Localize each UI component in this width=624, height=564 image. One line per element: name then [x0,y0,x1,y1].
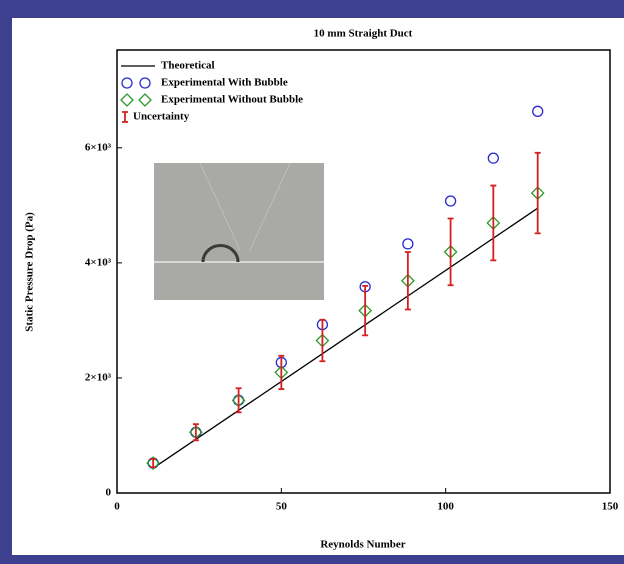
error-bar [235,387,242,414]
y-axis-label: Static Pressure Drop (Pa) [24,212,36,332]
legend-swatch [122,111,128,123]
x-tick-label: 150 [602,501,619,513]
error-bar [534,151,541,235]
inset-photo [154,162,324,300]
legend-swatch [138,93,152,107]
legend-swatch [121,77,133,89]
plot-frame [116,49,611,494]
data-point [487,152,499,164]
x-tick-label: 0 [114,501,120,513]
error-bar [362,284,369,337]
y-tick-label: 6×10³ [85,141,112,153]
data-point [532,105,544,117]
legend-swatch [120,93,134,107]
x-tick-label: 100 [437,501,454,513]
error-bar [192,423,199,442]
data-point [444,195,457,207]
x-axis-label: Reynolds Number [320,539,405,551]
legend-swatch [139,77,151,89]
error-bar [319,318,326,363]
y-tick-label: 4×10³ [85,256,112,268]
theory-line [156,207,539,467]
data-point [146,456,161,471]
legend-label: Uncertainty [133,111,190,123]
error-bar [490,184,497,262]
legend-label: Experimental With Bubble [161,77,288,89]
legend-label: Experimental Without Bubble [161,94,303,106]
data-point [147,457,159,469]
chart-title: 10 mm Straight Duct [314,28,413,40]
y-tick-label: 2×10³ [85,371,112,383]
y-tick-label: 0 [106,487,112,499]
error-bar [150,458,157,469]
data-point [402,238,414,250]
legend-label: Theoretical [161,60,215,72]
error-bar [404,251,411,311]
error-bar [278,354,285,390]
x-tick-label: 50 [276,501,288,513]
error-bar [447,217,454,287]
